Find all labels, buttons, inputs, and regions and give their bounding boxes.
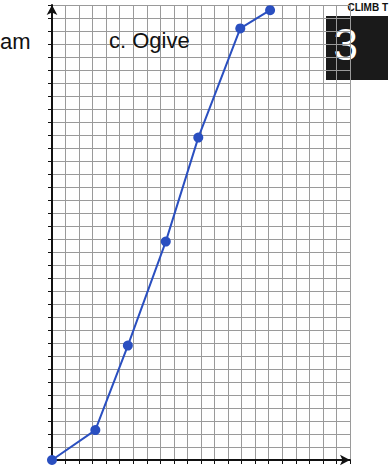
svg-text:am: am xyxy=(0,29,31,54)
svg-text:CLIMB T: CLIMB T xyxy=(347,2,388,13)
svg-text:3: 3 xyxy=(333,19,358,69)
svg-text:c. Ogive: c. Ogive xyxy=(109,28,190,53)
